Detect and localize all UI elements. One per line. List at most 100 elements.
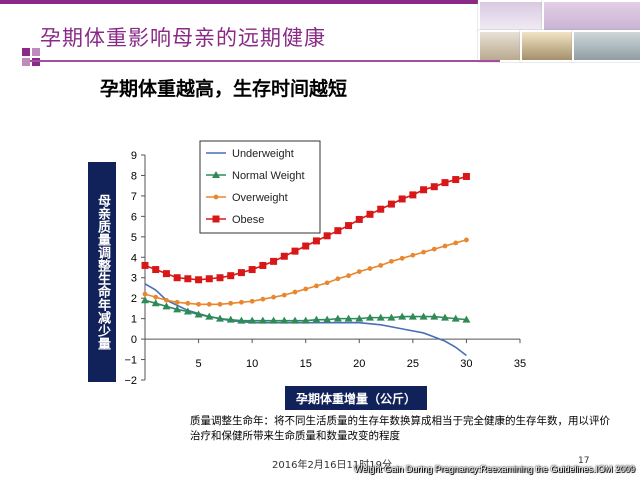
y-tick-label: 9 [131, 150, 137, 162]
data-point-overweight [142, 291, 148, 297]
y-tick-label: 6 [131, 211, 137, 223]
legend-box [199, 140, 321, 234]
data-point-overweight [164, 297, 169, 303]
data-point-normal-weight [151, 299, 160, 307]
data-point-obese [387, 200, 395, 208]
data-point-overweight [239, 299, 244, 305]
data-point-normal-weight [344, 314, 353, 322]
y-tick-label: 2 [131, 293, 137, 305]
data-point-obese [430, 183, 438, 191]
data-point-normal-weight [398, 312, 407, 320]
data-point-overweight [367, 266, 373, 271]
data-point-normal-weight [248, 316, 257, 324]
data-point-overweight [303, 286, 309, 292]
data-point-normal-weight [366, 313, 374, 321]
top-rule [0, 0, 640, 4]
data-point-obese [323, 232, 331, 240]
data-point-overweight [206, 301, 212, 307]
data-point-obese [259, 261, 267, 269]
data-point-normal-weight [312, 315, 321, 323]
legend-marker-overweight [213, 194, 219, 200]
data-point-normal-weight [183, 307, 192, 315]
series-normal-weight [141, 296, 471, 324]
data-point-overweight [421, 249, 426, 255]
data-point-obese [441, 179, 449, 187]
data-point-obese [291, 247, 299, 255]
data-point-overweight [399, 255, 405, 261]
data-point-normal-weight [430, 312, 439, 320]
data-point-normal-weight [419, 312, 428, 320]
x-tick-label: 30 [460, 358, 472, 370]
title-decoration [22, 48, 50, 68]
chart-axes: −2 −1 0 1 2 3 4 5 6 7 8 9 5 10 15 20 25 30 35 [124, 150, 526, 387]
data-point-overweight [271, 294, 276, 300]
data-point-normal-weight [162, 302, 171, 310]
y-tick-label: −2 [124, 375, 137, 387]
data-point-obese [270, 257, 278, 265]
data-point-overweight [464, 237, 469, 243]
chart-legend: Underweight Normal Weight Overweight Obese [199, 140, 321, 234]
legend-marker-normal-weight [212, 171, 220, 178]
data-point-overweight [174, 299, 180, 305]
data-point-obese [345, 222, 353, 230]
data-point-overweight [185, 300, 191, 306]
data-point-normal-weight [441, 313, 449, 321]
data-point-obese [205, 275, 213, 283]
data-point-normal-weight [237, 316, 246, 324]
date-stamp: 2016年2月16日11时19分 [272, 460, 392, 471]
data-point-overweight [389, 258, 394, 264]
data-point-obese [227, 272, 235, 280]
y-axis-label-text: 母亲质量调整生命年减少量 [95, 194, 110, 350]
data-point-obese [141, 261, 149, 269]
x-tick-label: 20 [353, 358, 365, 370]
data-point-overweight [431, 246, 437, 252]
data-point-obese [280, 252, 288, 260]
y-axis-label: 母亲质量调整生命年减少量 [88, 162, 116, 382]
x-tick-label: 35 [514, 358, 526, 370]
source-citation: Weight Gain During Pregnancy:Reexamining… [354, 464, 635, 474]
data-point-obese [152, 266, 160, 274]
data-point-obese [409, 191, 417, 199]
data-point-overweight [281, 292, 287, 298]
data-point-normal-weight [291, 316, 299, 324]
data-point-normal-weight [301, 316, 310, 324]
data-point-normal-weight [141, 296, 149, 304]
x-tick-label: 25 [407, 358, 419, 370]
data-point-normal-weight [216, 314, 224, 322]
data-point-obese [420, 186, 428, 194]
data-point-overweight [356, 269, 362, 274]
data-point-normal-weight [408, 312, 417, 320]
data-point-normal-weight [269, 316, 278, 324]
data-point-overweight [314, 283, 319, 289]
data-point-obese [377, 205, 385, 213]
data-point-normal-weight [355, 314, 364, 322]
data-point-normal-weight [258, 316, 267, 324]
data-point-normal-weight [173, 305, 182, 313]
chart-subtitle: 孕期体重越高，生存时间越短 [100, 78, 348, 100]
data-point-obese [195, 276, 203, 284]
data-point-normal-weight [451, 314, 460, 322]
title-underline [30, 60, 500, 62]
y-tick-label: 4 [131, 252, 137, 264]
data-point-normal-weight [333, 314, 342, 322]
data-point-obese [248, 266, 256, 274]
data-point-normal-weight [323, 315, 332, 323]
data-point-normal-weight [226, 315, 235, 323]
legend-label-underweight: Underweight [232, 148, 294, 160]
y-tick-label: −1 [124, 355, 137, 367]
legend-label-obese: Obese [232, 214, 264, 226]
data-point-obese [398, 195, 406, 203]
data-point-obese [334, 227, 342, 235]
legend-label-overweight: Overweight [232, 192, 288, 204]
data-point-overweight [228, 300, 234, 306]
data-point-obese [312, 237, 320, 245]
data-point-obese [237, 269, 245, 277]
data-point-overweight [453, 240, 459, 246]
y-tick-label: 1 [131, 314, 137, 326]
y-tick-label: 3 [131, 273, 137, 285]
y-tick-label: 0 [131, 334, 137, 346]
data-point-overweight [196, 301, 201, 307]
data-point-obese [355, 215, 363, 223]
chart-series [141, 172, 471, 357]
